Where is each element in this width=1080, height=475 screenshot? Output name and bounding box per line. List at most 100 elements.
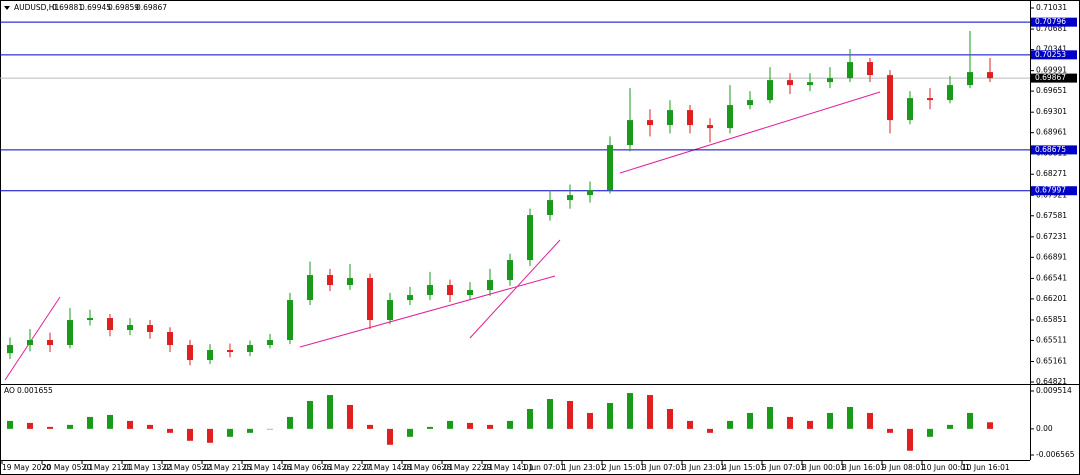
candle-body — [667, 110, 673, 126]
ao-bar — [867, 412, 873, 429]
ao-bar — [187, 428, 193, 441]
price-label-bg — [1031, 17, 1077, 27]
ao-bar — [367, 424, 373, 429]
y-tick-label: 0.65511 — [1036, 335, 1067, 344]
candle-body — [267, 340, 273, 346]
ao-bar — [347, 404, 353, 429]
candle-body — [127, 325, 133, 331]
y-tick-label: 0.66891 — [1036, 252, 1067, 261]
indicator-value: 0.001655 — [17, 386, 53, 395]
ao-bar — [307, 401, 313, 429]
candle-body — [447, 285, 453, 296]
y-tick-label: -0.006565 — [1036, 450, 1075, 459]
candle-body — [327, 275, 333, 286]
quote: 0.69945 — [80, 3, 111, 12]
x-tick-label: 4 Jun 15:01 — [722, 463, 765, 472]
x-tick-label: 10 Jun 00:01 — [922, 463, 970, 472]
candle-body — [467, 290, 473, 296]
candle-body — [767, 80, 773, 101]
ao-bar — [527, 408, 533, 429]
candle-body — [527, 215, 533, 261]
ao-bar — [587, 412, 593, 429]
candle-body — [627, 120, 633, 146]
quote: 0.69859 — [108, 3, 139, 12]
quote: 0.69881 — [52, 3, 83, 12]
ao-bar — [327, 395, 333, 429]
x-tick-label: 29 May 14:01 — [482, 463, 534, 472]
candle-body — [827, 78, 833, 83]
candle-body — [947, 85, 953, 101]
ao-bar — [87, 416, 93, 429]
y-tick-label: 0.66541 — [1036, 273, 1067, 282]
ao-bar — [947, 424, 953, 429]
x-tick-label: 3 Jun 07:01 — [642, 463, 685, 472]
ao-bar — [467, 422, 473, 429]
symbol: AUDUSD,H1 — [14, 3, 59, 12]
ao-bar — [547, 399, 553, 429]
x-tick-label: 26 May 22:01 — [322, 463, 374, 472]
candle-body — [707, 125, 713, 129]
trend-line — [299, 275, 556, 348]
ao-bar — [427, 426, 433, 429]
x-tick-label: 20 May 05:01 — [42, 463, 94, 472]
ao-bar — [407, 428, 413, 437]
candle-body — [887, 75, 893, 121]
price-label-bg — [1031, 73, 1077, 83]
candle-body — [867, 62, 873, 76]
candle-body — [727, 105, 733, 129]
ao-bar — [27, 422, 33, 429]
price-label: 0.68675 — [1035, 145, 1066, 154]
y-tick-label: 0.68271 — [1036, 169, 1067, 178]
candle-body — [487, 280, 493, 291]
price-label: 0.69867 — [1035, 73, 1066, 82]
x-tick-label: 25 May 14:01 — [242, 463, 294, 472]
candle-body — [247, 345, 253, 353]
x-tick-label: 28 May 06:01 — [402, 463, 454, 472]
ao-bar — [227, 428, 233, 437]
x-tick-label: 26 May 06:01 — [282, 463, 334, 472]
y-tick-label: 0.65161 — [1036, 357, 1067, 366]
x-tick-label: 19 May 2020 — [2, 463, 51, 472]
candle-body — [747, 100, 753, 106]
candle-body — [807, 82, 813, 86]
candle-body — [907, 98, 913, 121]
price-label: 0.70253 — [1035, 50, 1066, 59]
y-tick-label: 0.70341 — [1036, 45, 1067, 54]
candle-body — [27, 340, 33, 346]
ao-bar — [827, 412, 833, 429]
candle-body — [427, 285, 433, 296]
ao-bar — [847, 406, 853, 429]
candle-body — [7, 345, 13, 354]
menu-arrow[interactable] — [4, 6, 10, 10]
ao-bar — [927, 428, 933, 437]
x-tick-label: 1 Jun 23:01 — [562, 463, 605, 472]
ao-bar — [887, 428, 893, 433]
y-tick-label: 0.69651 — [1036, 86, 1067, 95]
trend-line — [4, 296, 61, 381]
y-tick-label: 0.64821 — [1036, 377, 1067, 386]
x-tick-label: 10 Jun 16:01 — [962, 463, 1010, 472]
y-tick-label: 0.66201 — [1036, 294, 1067, 303]
ao-bar — [7, 420, 13, 429]
ao-bar — [707, 428, 713, 433]
price-label-bg — [1031, 186, 1077, 196]
candle-body — [67, 320, 73, 346]
candle-body — [227, 350, 233, 353]
y-tick-label: 0.00 — [1036, 424, 1053, 433]
ao-bar — [967, 412, 973, 429]
candle-body — [287, 300, 293, 341]
quote: 0.69867 — [136, 3, 167, 12]
ao-bar — [987, 422, 993, 429]
y-tick-label: 0.67231 — [1036, 232, 1067, 241]
candle-body — [347, 278, 353, 286]
candle-body — [927, 98, 933, 101]
price-label-bg — [1031, 145, 1077, 155]
y-tick-label: 0.67581 — [1036, 211, 1067, 220]
ao-bar — [767, 406, 773, 429]
ao-bar — [607, 402, 613, 429]
x-tick-label: 9 Jun 08:01 — [882, 463, 925, 472]
y-tick-label: 0.70681 — [1036, 24, 1067, 33]
